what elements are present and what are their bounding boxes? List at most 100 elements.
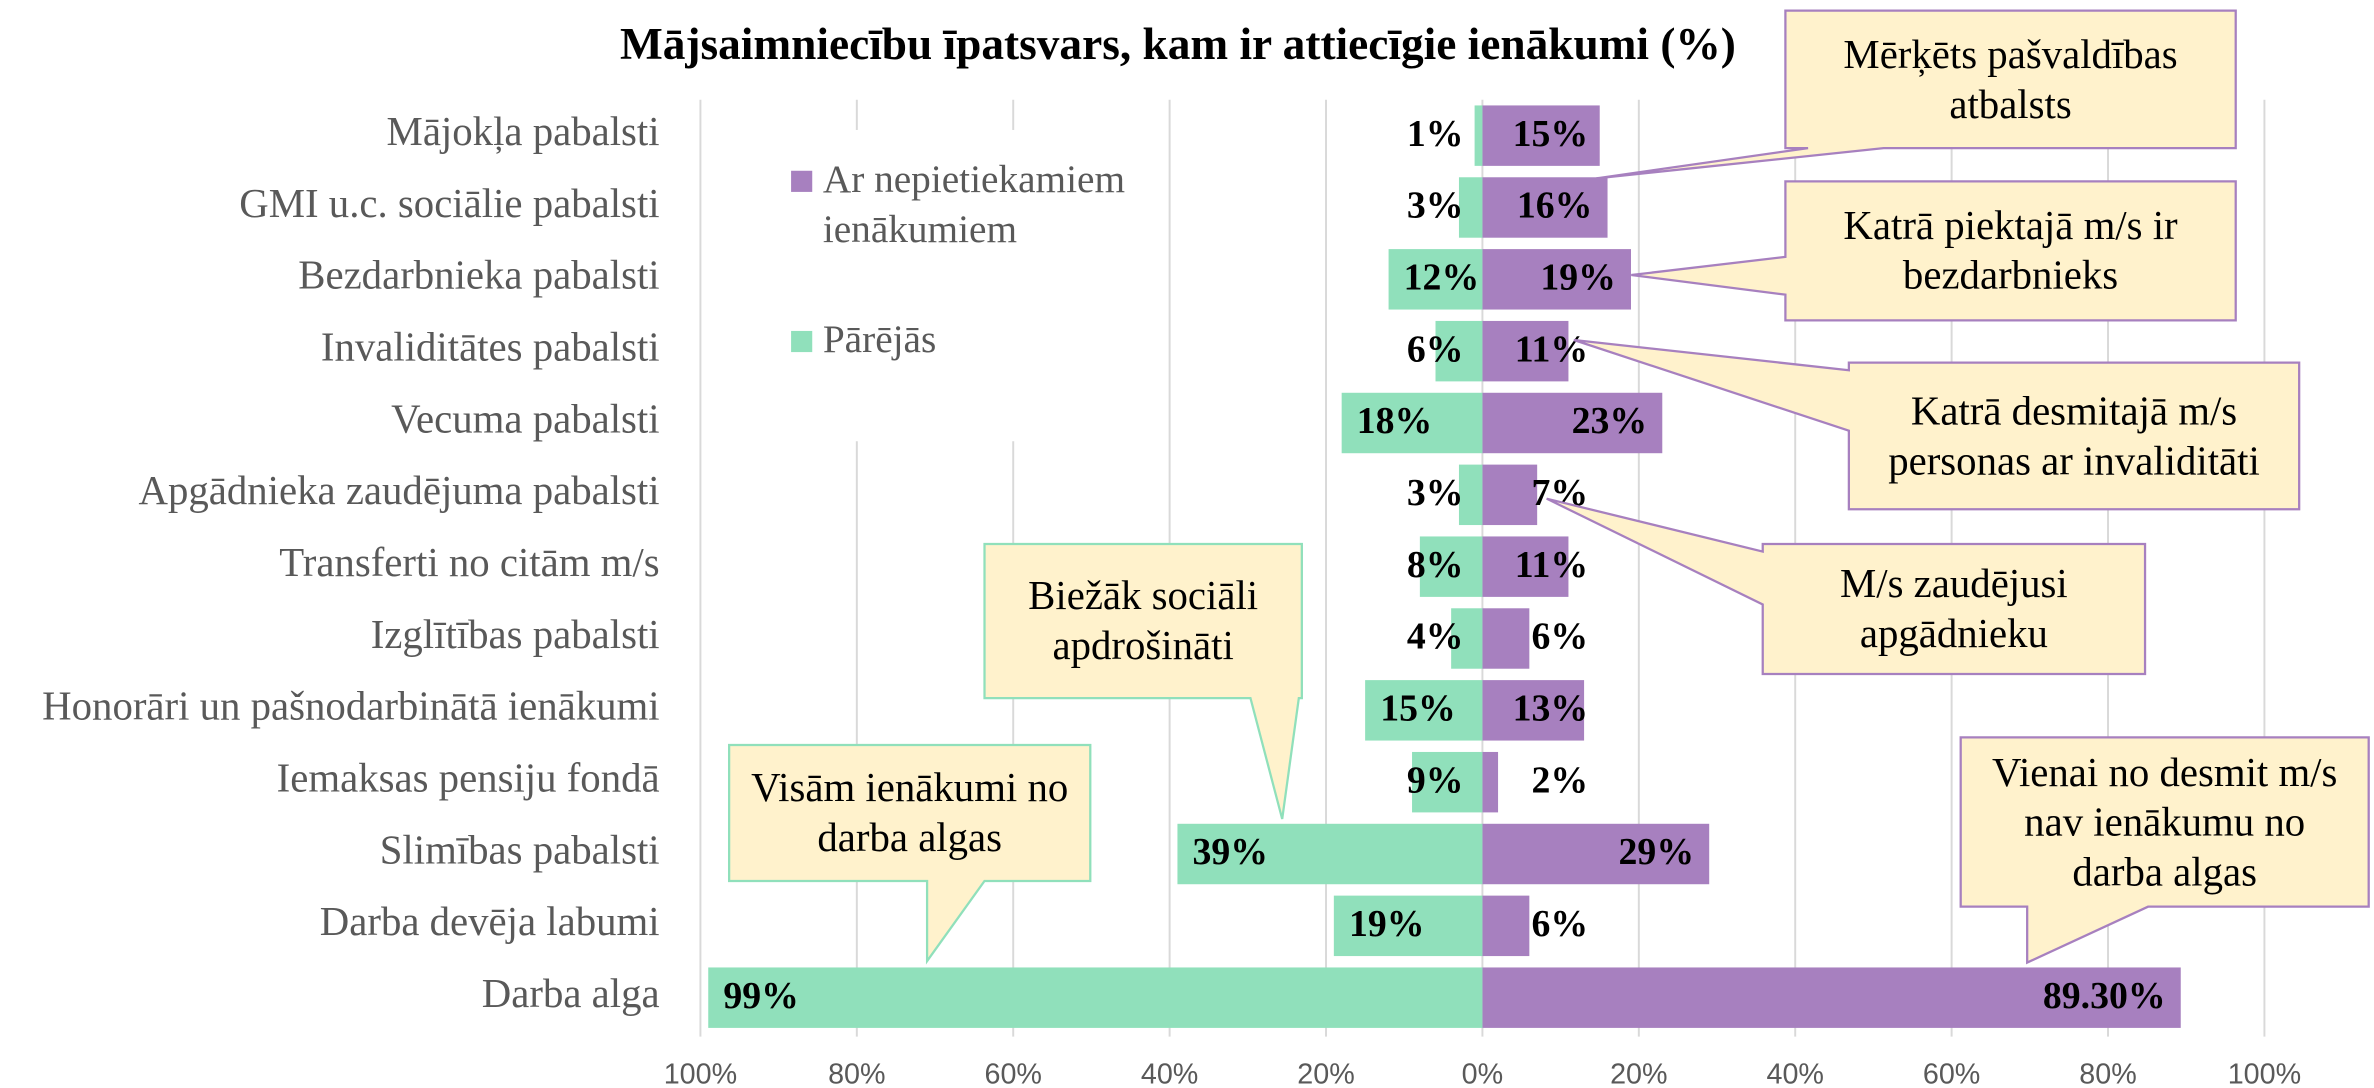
bar xyxy=(1333,895,1483,957)
data-label: 9% xyxy=(1407,759,1464,801)
data-label: 6% xyxy=(1407,328,1464,370)
x-tick-label: 60% xyxy=(1923,1058,1980,1088)
callout-shape xyxy=(728,743,1092,965)
data-label: 3% xyxy=(1407,472,1464,514)
category-label: Izglītības pabalsti xyxy=(371,612,660,657)
bar xyxy=(1458,464,1483,526)
category-label: Bezdarbnieka pabalsti xyxy=(298,253,659,298)
legend-label: Pārējās xyxy=(822,317,937,362)
x-tick-label: 40% xyxy=(1141,1058,1198,1088)
data-label: 29% xyxy=(1619,831,1695,873)
data-label: 19% xyxy=(1349,903,1425,945)
data-label: 1% xyxy=(1407,113,1464,155)
bar xyxy=(1482,967,2181,1028)
x-tick-label: 100% xyxy=(2228,1058,2301,1088)
data-label: 4% xyxy=(1407,616,1464,658)
data-label: 2% xyxy=(1532,759,1589,801)
category-label: Iemaksas pensiju fondā xyxy=(277,756,660,801)
x-tick-label: 20% xyxy=(1610,1058,1667,1088)
bar xyxy=(1482,177,1608,238)
bar xyxy=(1419,536,1483,597)
x-tick-label: 40% xyxy=(1766,1058,1823,1088)
bar xyxy=(1177,823,1483,885)
bar xyxy=(1482,680,1585,741)
annotation-box: Katrā piektajā m/s ir bezdarbnieks xyxy=(1843,202,2178,298)
category-label: Slimības pabalsti xyxy=(380,827,660,872)
annotation-box: M/s zaudējusi apgādnieku xyxy=(1839,560,2068,656)
chart-title: Mājsaimniecību īpatsvars, kam ir attiecī… xyxy=(620,19,1736,69)
category-label: Vecuma pabalsti xyxy=(391,396,659,441)
category-label: Invaliditātes pabalsti xyxy=(321,325,660,370)
category-label: Transferti no citām m/s xyxy=(279,540,659,585)
category-label: Honorāri un pašnodarbinātā ienākumi xyxy=(42,684,659,729)
x-tick-label: 100% xyxy=(664,1058,737,1088)
data-label: 99% xyxy=(723,975,799,1017)
data-label: 23% xyxy=(1572,400,1648,442)
bar xyxy=(1482,249,1632,310)
data-label: 15% xyxy=(1513,113,1589,155)
annotation: Biežāk sociāli apdrošināti xyxy=(1028,572,1259,668)
bar xyxy=(1482,751,1499,813)
x-tick-label: 60% xyxy=(984,1058,1041,1088)
category-label: Apgādnieka zaudējuma pabalsti xyxy=(139,468,660,513)
annotation-box: Mērķēts pašvaldības atbalsts xyxy=(1843,30,2178,127)
callout-shape xyxy=(1596,9,2237,180)
bar xyxy=(1365,680,1483,741)
data-label: 12% xyxy=(1404,257,1480,299)
bar xyxy=(1482,823,1710,885)
data-label: 16% xyxy=(1517,185,1593,227)
annotation-box: Katrā desmitajā m/s personas ar invalidi… xyxy=(1888,387,2260,483)
category-label: GMI u.c. sociālie pabalsti xyxy=(239,181,659,226)
bar xyxy=(1412,751,1483,813)
category-label: Darba alga xyxy=(482,971,660,1016)
data-label: 8% xyxy=(1407,544,1464,586)
data-label: 3% xyxy=(1407,185,1464,227)
bar xyxy=(1388,249,1483,310)
legend-marker xyxy=(791,170,813,192)
category-label: Mājokļa pabalsti xyxy=(387,109,660,154)
callout-shape xyxy=(1959,736,2370,965)
data-label: 11% xyxy=(1515,544,1588,586)
bar xyxy=(1482,608,1530,669)
data-label: 15% xyxy=(1380,688,1456,730)
annotation: Katrā piektajā m/s ir bezdarbnieks xyxy=(1843,202,2178,298)
legend-label-box: Pārējās xyxy=(822,317,937,362)
annotation-box: Biežāk sociāli apdrošināti xyxy=(1028,572,1259,668)
bar xyxy=(1482,105,1600,166)
x-tick-label: 80% xyxy=(828,1058,885,1088)
data-label: 19% xyxy=(1540,257,1616,299)
annotation-box: Vienai no desmit m/s nav ienākumu no dar… xyxy=(1991,748,2338,894)
legend-marker xyxy=(791,330,813,353)
legend-label-box: Ar nepietiekamiem ienākumiem xyxy=(823,157,1125,251)
x-tick-label: 80% xyxy=(2079,1058,2136,1088)
bar xyxy=(1482,464,1538,526)
category-label: Darba devēja labumi xyxy=(320,899,660,944)
bar xyxy=(1474,105,1483,166)
bar xyxy=(1482,320,1569,382)
callout-shape xyxy=(1573,338,2301,511)
annotation-box: Visām ienākumi no darba algas xyxy=(751,764,1069,860)
data-label: 13% xyxy=(1513,688,1589,730)
bar xyxy=(1482,895,1530,957)
annotation: Katrā desmitajā m/s personas ar invalidi… xyxy=(1888,387,2260,483)
data-label: 18% xyxy=(1357,400,1433,442)
annotation: Mērķēts pašvaldības atbalsts xyxy=(1843,30,2178,127)
bar xyxy=(1435,320,1483,382)
data-label: 6% xyxy=(1532,903,1589,945)
x-tick-label: 20% xyxy=(1297,1058,1354,1088)
data-label: 39% xyxy=(1193,831,1269,873)
callout-shape xyxy=(983,542,1303,820)
bar xyxy=(1341,392,1483,454)
callout-shape xyxy=(1546,497,2147,676)
data-label: 11% xyxy=(1515,328,1588,370)
annotation: Vienai no desmit m/s nav ienākumu no dar… xyxy=(1991,748,2338,894)
bar xyxy=(1458,177,1483,238)
callout-shape xyxy=(1631,180,2237,322)
bar xyxy=(1451,608,1483,669)
annotation: M/s zaudējusi apgādnieku xyxy=(1839,560,2068,656)
bar xyxy=(1482,536,1569,597)
bar xyxy=(708,967,1483,1028)
annotation: Visām ienākumi no darba algas xyxy=(751,764,1069,860)
bar xyxy=(1482,392,1663,454)
